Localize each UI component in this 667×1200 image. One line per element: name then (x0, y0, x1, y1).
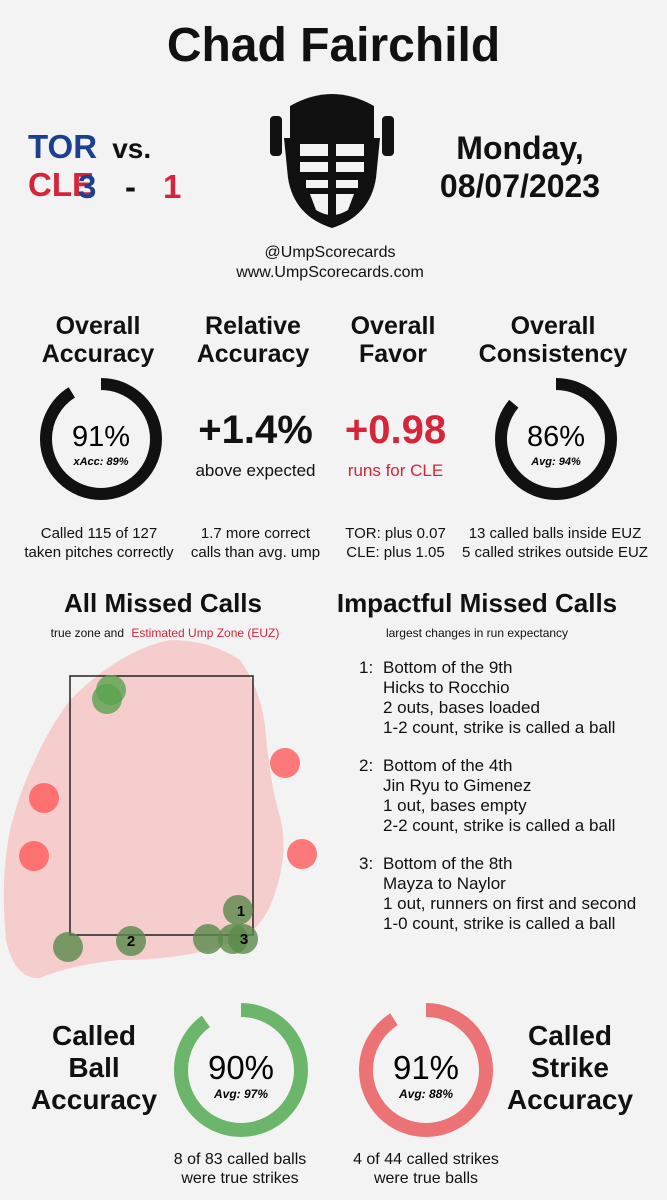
called-ball-ring: 90% Avg: 97% (174, 1003, 308, 1137)
overall-accuracy-xacc: xAcc: 89% (72, 456, 128, 468)
umpire-mask-logo (270, 94, 394, 228)
called-strike-arc (359, 1003, 493, 1137)
called-ball-arc (174, 1003, 308, 1137)
legend-true-zone: true zone and (50, 626, 124, 640)
called-ball-heading: Called Ball Accuracy (30, 1020, 158, 1115)
called-strike-heading: Called Strike Accuracy (506, 1020, 634, 1115)
overall-consistency-value: 86% (527, 421, 585, 453)
called-ball-avg: Avg: 97% (213, 1087, 268, 1101)
overall-favor-value: +0.98 (344, 408, 447, 452)
impactful-title: Impactful Missed Calls (336, 588, 618, 618)
missed-call-dot (193, 924, 223, 954)
overall-consistency-note: 13 called balls inside EUZ 5 called strik… (462, 525, 648, 561)
missed-call-label-3: 3 (240, 931, 248, 948)
matchup: TOR vs. CLE (28, 128, 228, 204)
impactful-num: 3: (359, 854, 374, 873)
overall-accuracy-ring: 91% xAcc: 89% (40, 378, 162, 500)
impactful-item-3: 3: Bottom of the 8th Mayza to Naylor 1 ou… (359, 854, 637, 933)
missed-call-dot (270, 748, 300, 778)
score-dash: - (125, 168, 136, 205)
relative-accuracy-sub: above expected (195, 461, 316, 480)
euz-region (3, 640, 284, 979)
overall-favor-note: TOR: plus 0.07 CLE: plus 1.05 (345, 525, 446, 561)
impactful-subtitle: largest changes in run expectancy (385, 626, 569, 640)
relative-accuracy-heading: Relative Accuracy (196, 312, 310, 368)
missed-call-dot (92, 684, 122, 714)
legend-euz: Estimated Ump Zone (EUZ) (131, 626, 280, 640)
missed-calls-legend: true zone and Estimated Ump Zone (EUZ) (10, 626, 320, 640)
missed-call-dot (287, 839, 317, 869)
called-strike-note: 4 of 44 called strikes were true balls (353, 1151, 499, 1187)
overall-consistency-heading: Overall Consistency (478, 312, 628, 368)
called-ball-note: 8 of 83 called balls were true strikes (173, 1151, 307, 1187)
impactful-item-2: 2: Bottom of the 4th Jin Ryu to Gimenez 1… (359, 756, 616, 835)
overall-accuracy-arc (40, 378, 162, 500)
overall-favor-heading: Overall Favor (350, 312, 436, 368)
called-strike-ring: 91% Avg: 88% (359, 1003, 493, 1137)
overall-accuracy-value: 91% (72, 421, 130, 453)
missed-call-dot (228, 924, 258, 954)
away-team: TOR (28, 128, 98, 165)
missed-call-label-1: 1 (237, 903, 245, 920)
umpire-name: Chad Fairchild (166, 19, 501, 72)
away-score: 3 (78, 168, 97, 205)
twitter-handle: @UmpScorecards (264, 244, 396, 261)
overall-accuracy-heading: Overall Accuracy (41, 312, 155, 368)
called-strike-value: 91% (393, 1049, 459, 1086)
relative-accuracy-note: 1.7 more correct calls than avg. ump (190, 525, 321, 561)
overall-consistency-avg: Avg: 94% (530, 456, 581, 468)
home-score: 1 (163, 168, 182, 205)
website: www.UmpScorecards.com (236, 264, 424, 281)
overall-consistency-arc (495, 378, 617, 500)
game-day: Monday, (456, 130, 584, 166)
impactful-num: 2: (359, 756, 374, 775)
vs-label: vs. (112, 133, 152, 164)
missed-calls-title: All Missed Calls (64, 588, 262, 618)
game-date: 08/07/2023 (439, 168, 601, 204)
missed-call-dot (19, 841, 49, 871)
true-strike-zone (69, 675, 254, 936)
overall-accuracy-note: Called 115 of 127 taken pitches correctly (24, 525, 174, 561)
called-ball-value: 90% (208, 1049, 274, 1086)
missed-call-dot (29, 783, 59, 813)
missed-call-label-2: 2 (127, 933, 135, 950)
impactful-num: 1: (359, 658, 374, 677)
missed-calls-plot: 1 2 3 (3, 640, 317, 979)
overall-consistency-ring: 86% Avg: 94% (495, 378, 617, 500)
home-team: CLE (28, 166, 94, 203)
missed-call-dot (53, 932, 83, 962)
missed-call-dot (116, 926, 146, 956)
impactful-item-1: 1: Bottom of the 9th Hicks to Rocchio 2 o… (359, 658, 616, 737)
missed-call-dot (223, 895, 253, 925)
overall-favor-sub: runs for CLE (347, 461, 444, 480)
relative-accuracy-value: +1.4% (198, 408, 313, 452)
called-strike-avg: Avg: 88% (398, 1087, 453, 1101)
